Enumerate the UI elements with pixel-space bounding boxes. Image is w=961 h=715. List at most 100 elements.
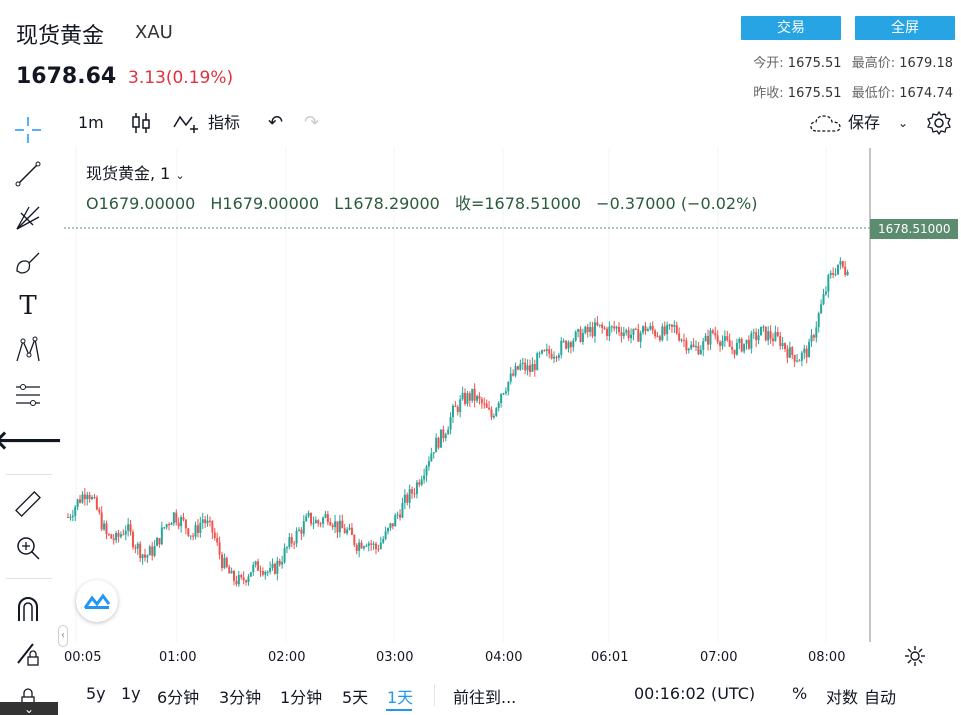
candle-body — [738, 338, 741, 343]
auto-toggle[interactable]: 自动 — [864, 688, 897, 707]
interval-selector[interactable]: 1m — [78, 113, 104, 132]
ruler-icon[interactable] — [10, 486, 46, 522]
save-dropdown-chevron-icon[interactable]: ⌄ — [898, 116, 909, 130]
fullscreen-button[interactable]: 全屏 — [855, 16, 955, 40]
legend-chevron-icon[interactable]: ⌄ — [175, 169, 185, 182]
candle-body — [651, 325, 654, 331]
candle-body — [276, 560, 279, 574]
candle-body — [524, 362, 527, 371]
undo-icon[interactable]: ↶ — [268, 112, 284, 133]
tradingview-logo-icon[interactable] — [76, 580, 118, 622]
candle-body — [485, 403, 488, 408]
candle-body — [658, 336, 661, 341]
candle-body — [596, 322, 599, 326]
candle-body — [639, 332, 642, 342]
candle-body — [288, 537, 291, 548]
toolbar-divider — [6, 578, 52, 579]
trade-button[interactable]: 交易 — [741, 16, 841, 40]
candle-body — [358, 542, 361, 551]
brush-icon[interactable] — [10, 244, 46, 280]
text-tool-icon[interactable]: T — [19, 291, 37, 321]
percent-toggle[interactable]: % — [792, 684, 808, 703]
indicators-icon[interactable] — [172, 111, 202, 145]
candle-body — [213, 532, 216, 539]
candle-body — [401, 502, 404, 518]
save-button[interactable]: 保存 — [848, 113, 881, 132]
candle-body — [668, 324, 671, 326]
candle-body — [603, 327, 606, 329]
candle-body — [346, 529, 349, 534]
candle-body — [574, 331, 577, 341]
candle-body — [747, 339, 750, 349]
candle-body — [779, 335, 782, 347]
scroll-left-handle[interactable]: ‹ — [58, 625, 68, 647]
ohlc-close: 收=1678.51000 — [454, 194, 582, 213]
series-legend[interactable]: 现货黄金, 1 ⌄ — [86, 160, 185, 184]
log-toggle[interactable]: 对数 — [826, 688, 859, 707]
indicators-button[interactable]: 指标 — [208, 113, 241, 132]
candle-body — [678, 333, 681, 341]
candle-body — [822, 294, 825, 305]
utc-clock[interactable]: 00:16:02 (UTC) — [634, 684, 756, 703]
candle-body — [211, 520, 214, 533]
candle-body — [444, 434, 447, 439]
candle-body — [423, 475, 426, 480]
candle-body — [119, 534, 122, 537]
candle-body — [187, 528, 190, 536]
price-chart[interactable] — [64, 148, 961, 642]
candle-body — [512, 373, 515, 376]
range-1min[interactable]: 1分钟 — [280, 688, 323, 707]
candle-body — [791, 347, 794, 355]
redo-icon[interactable]: ↷ — [304, 112, 320, 133]
axis-settings-icon[interactable] — [904, 645, 926, 671]
candle-body — [598, 324, 601, 326]
candle-body — [122, 534, 125, 536]
collapse-toolbar-chevron-icon[interactable]: ⌄ — [0, 702, 58, 715]
candle-body — [314, 520, 317, 524]
candle-body — [555, 356, 558, 358]
crosshair-icon[interactable] — [10, 112, 46, 148]
magnet-icon[interactable] — [10, 592, 46, 628]
candle-style-icon[interactable] — [130, 111, 152, 145]
fib-fan-icon[interactable] — [10, 200, 46, 236]
candle-body — [478, 396, 481, 400]
zoom-in-icon[interactable] — [10, 530, 46, 566]
range-1d[interactable]: 1天 — [387, 688, 414, 707]
candle-body — [690, 344, 693, 349]
candle-body — [223, 557, 226, 568]
range-1y[interactable]: 1y — [121, 684, 141, 703]
candle-body — [618, 326, 621, 333]
candle-body — [784, 343, 787, 350]
candle-body — [572, 340, 575, 348]
candle-body — [586, 326, 589, 333]
range-6min[interactable]: 6分钟 — [157, 688, 200, 707]
lock-pencil-icon[interactable] — [10, 636, 46, 672]
candle-body — [415, 482, 418, 495]
range-5y[interactable]: 5y — [86, 684, 106, 703]
series-legend-label: 现货黄金, 1 — [86, 164, 171, 183]
candle-body — [420, 479, 423, 485]
candle-body — [793, 354, 796, 362]
candle-body — [567, 342, 570, 349]
range-5d[interactable]: 5天 — [342, 688, 369, 707]
settings-gear-icon[interactable] — [926, 110, 952, 144]
range-3min[interactable]: 3分钟 — [219, 688, 262, 707]
candle-body — [418, 482, 421, 485]
pattern-icon[interactable] — [10, 332, 46, 368]
goto-date-button[interactable]: 前往到... — [453, 688, 517, 707]
candle-body — [406, 494, 409, 503]
trend-line-icon[interactable] — [10, 156, 46, 192]
candle-body — [461, 392, 464, 400]
candle-body — [230, 571, 233, 574]
candle-body — [634, 328, 637, 330]
prediction-icon[interactable] — [10, 376, 46, 412]
candle-body — [180, 517, 183, 527]
cloud-icon[interactable] — [810, 112, 842, 146]
candle-body — [577, 329, 580, 332]
candle-body — [307, 512, 310, 517]
candle-body — [543, 350, 546, 352]
candle-body — [374, 543, 377, 549]
candle-body — [451, 405, 454, 418]
back-arrow-icon[interactable]: 🡐 — [0, 425, 63, 456]
candle-body — [630, 334, 633, 339]
